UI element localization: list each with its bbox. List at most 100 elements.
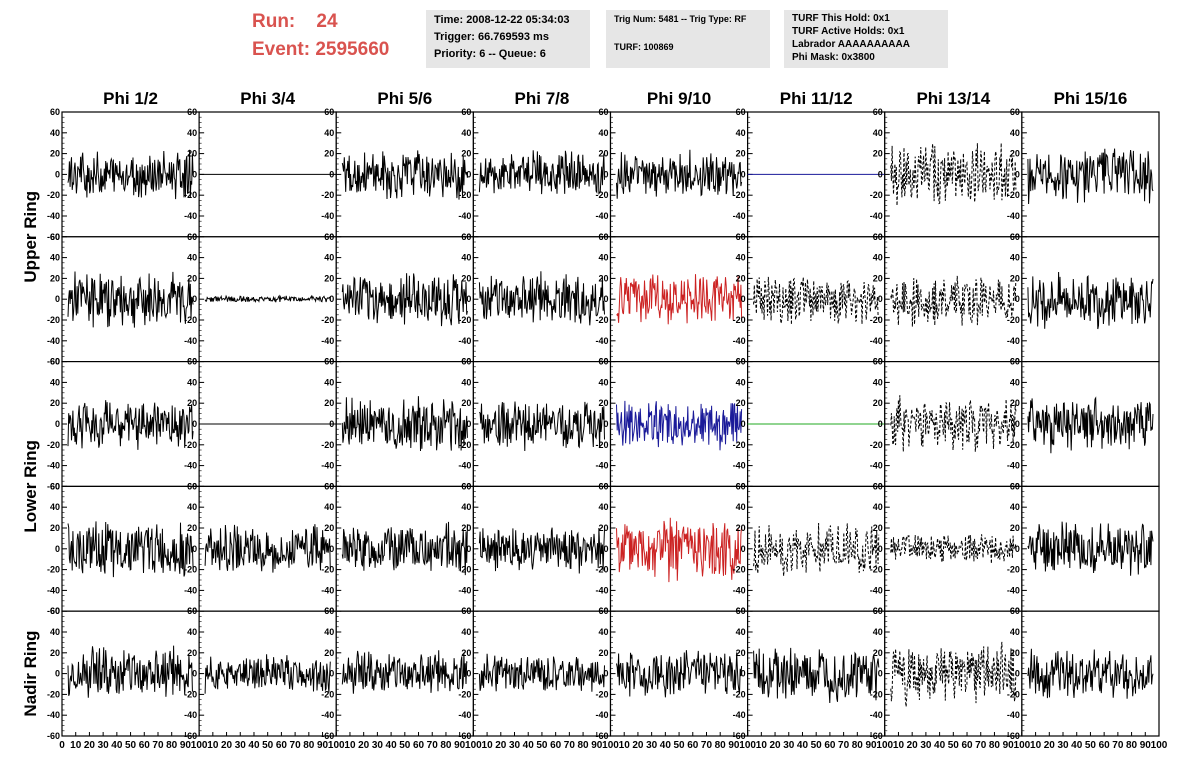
x-tick-label: 70: [838, 740, 850, 751]
y-tick-label: 40: [50, 627, 60, 637]
y-tick-label: 20: [324, 648, 334, 658]
x-tick-label: 90: [180, 740, 192, 751]
y-tick-label: -60: [47, 481, 60, 491]
waveform-line: [616, 517, 743, 583]
x-tick-label: 90: [1003, 740, 1015, 751]
waveform-line: [204, 524, 331, 573]
y-tick-label: -40: [458, 211, 471, 221]
y-tick-label: 0: [878, 544, 883, 554]
waveform-line: [341, 150, 468, 200]
waveform-line: [616, 149, 743, 199]
x-tick-label: 90: [454, 740, 466, 751]
y-tick-label: 40: [598, 502, 608, 512]
turf-this-hold-text: TURF This Hold: 0x1: [792, 13, 890, 24]
phi-mask-text: Phi Mask: 0x3800: [792, 52, 875, 63]
x-tick-label: 30: [235, 740, 247, 751]
ring-label: Upper Ring: [21, 191, 40, 283]
y-tick-label: 20: [187, 648, 197, 658]
waveform-line: [478, 401, 605, 452]
x-tick-label: 20: [495, 740, 507, 751]
y-tick-label: 60: [187, 606, 197, 616]
x-tick-label: 20: [907, 740, 919, 751]
y-tick-label: -40: [733, 461, 746, 471]
y-tick-label: -60: [595, 731, 608, 741]
y-tick-label: 60: [598, 481, 608, 491]
x-tick-label: 60: [413, 740, 425, 751]
y-tick-label: -20: [733, 440, 746, 450]
y-tick-label: 20: [187, 523, 197, 533]
y-tick-label: -20: [184, 689, 197, 699]
y-tick-label: -20: [47, 315, 60, 325]
y-tick-label: -20: [184, 315, 197, 325]
y-tick-label: -40: [595, 585, 608, 595]
x-tick-label: 70: [701, 740, 713, 751]
y-tick-label: -40: [321, 585, 334, 595]
column-header: Phi 7/8: [515, 89, 570, 108]
y-tick-label: 40: [461, 502, 471, 512]
y-tick-label: -40: [321, 336, 334, 346]
y-tick-label: -40: [321, 461, 334, 471]
y-tick-label: -40: [184, 336, 197, 346]
y-tick-label: -40: [184, 585, 197, 595]
y-tick-label: -20: [870, 565, 883, 575]
y-tick-label: 20: [1010, 398, 1020, 408]
column-header: Phi 1/2: [103, 89, 158, 108]
y-tick-label: -40: [321, 710, 334, 720]
x-tick-label: 100: [876, 740, 893, 751]
y-tick-label: -20: [595, 689, 608, 699]
waveform-line: [1027, 648, 1154, 699]
y-tick-label: 0: [1015, 294, 1020, 304]
y-tick-label: 0: [603, 169, 608, 179]
x-tick-label: 80: [1126, 740, 1138, 751]
y-tick-label: 20: [598, 149, 608, 159]
waveform-line: [67, 271, 194, 328]
y-tick-label: -20: [458, 565, 471, 575]
waveform-line: [341, 396, 468, 452]
x-tick-label: 40: [386, 740, 398, 751]
y-tick-label: -20: [1007, 315, 1020, 325]
y-tick-label: 60: [873, 232, 883, 242]
y-tick-label: 0: [741, 669, 746, 679]
x-tick-label: 100: [1151, 740, 1168, 751]
y-tick-label: 40: [873, 502, 883, 512]
y-tick-label: 20: [598, 398, 608, 408]
y-tick-label: -20: [184, 190, 197, 200]
waveform-line: [616, 650, 743, 698]
y-tick-label: 20: [1010, 648, 1020, 658]
x-tick-label: 30: [783, 740, 795, 751]
y-tick-label: -40: [1007, 710, 1020, 720]
y-tick-label: 40: [324, 502, 334, 512]
x-tick-label: 10: [619, 740, 631, 751]
y-tick-label: 0: [741, 419, 746, 429]
y-tick-label: 20: [598, 273, 608, 283]
y-tick-label: 40: [324, 377, 334, 387]
y-tick-label: 60: [598, 606, 608, 616]
column-header: Phi 5/6: [377, 89, 432, 108]
turf-text: TURF: 100869: [614, 42, 674, 52]
y-tick-label: 0: [466, 669, 471, 679]
y-tick-label: 60: [1010, 357, 1020, 367]
x-tick-label: 10: [893, 740, 905, 751]
x-tick-label: 40: [248, 740, 260, 751]
x-tick-label: 100: [739, 740, 756, 751]
y-tick-label: 40: [50, 377, 60, 387]
y-tick-label: -40: [47, 585, 60, 595]
y-tick-label: -40: [47, 710, 60, 720]
y-tick-label: 60: [50, 481, 60, 491]
y-tick-label: -20: [458, 190, 471, 200]
y-tick-label: 60: [736, 606, 746, 616]
y-tick-label: 40: [50, 502, 60, 512]
waveform-line: [341, 273, 468, 327]
y-tick-label: -40: [47, 211, 60, 221]
y-tick-label: 0: [1015, 544, 1020, 554]
y-tick-label: -40: [870, 585, 883, 595]
x-tick-label: 40: [111, 740, 123, 751]
y-tick-label: 60: [873, 357, 883, 367]
y-tick-label: 0: [192, 544, 197, 554]
y-tick-label: 60: [187, 107, 197, 117]
y-tick-label: 20: [736, 523, 746, 533]
y-tick-label: 40: [1010, 627, 1020, 637]
y-tick-label: -40: [458, 585, 471, 595]
y-tick-label: 40: [598, 627, 608, 637]
y-tick-label: 20: [50, 648, 60, 658]
